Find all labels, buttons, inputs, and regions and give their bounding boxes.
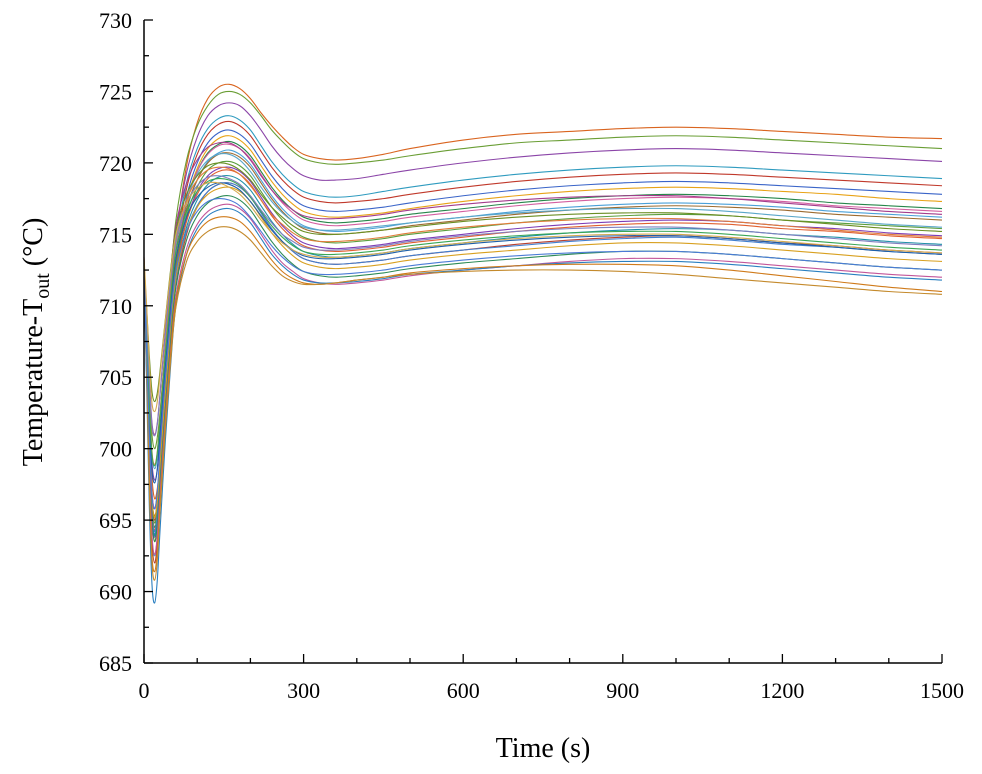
tick-labels: 0 300 600 900 1200 1500 685 690 695 700 705 710 715 7… — [99, 8, 964, 703]
y-axis-title-main: Temperature-T — [18, 299, 49, 467]
y-axis-title-unit: (°C) — [18, 218, 49, 274]
series-layer — [143, 83, 943, 604]
y-tick-label: 685 — [99, 651, 132, 676]
series-line-21 — [143, 207, 943, 604]
series-line-30 — [143, 175, 943, 437]
series-line-16 — [143, 182, 943, 564]
y-tick-label: 695 — [99, 508, 132, 533]
series-line-31 — [143, 181, 943, 413]
y-tick-label: 690 — [99, 580, 132, 605]
y-tick-label: 720 — [99, 151, 132, 176]
y-axis-title: Temperature-Tout (°C) — [18, 218, 54, 467]
x-tick-label: 0 — [139, 678, 150, 703]
x-tick-label: 600 — [447, 678, 480, 703]
series-line-3 — [143, 102, 943, 481]
series-line-20 — [143, 203, 943, 555]
series-line-7 — [143, 135, 943, 543]
y-tick-label: 700 — [99, 437, 132, 462]
x-axis-title: Time (s) — [496, 733, 591, 764]
x-tick-label: 1200 — [760, 678, 804, 703]
series-line-5 — [143, 120, 943, 521]
x-tick-label: 300 — [287, 678, 320, 703]
series-line-11 — [143, 152, 943, 517]
series-line-1 — [143, 83, 943, 500]
series-line-27 — [143, 182, 943, 484]
y-tick-label: 705 — [99, 365, 132, 390]
y-tick-label: 725 — [99, 79, 132, 104]
series-line-32 — [143, 198, 943, 510]
x-tick-label: 1500 — [920, 678, 964, 703]
x-tick-label: 900 — [606, 678, 639, 703]
series-line-8 — [143, 140, 943, 528]
ticks — [143, 19, 943, 664]
y-tick-label: 710 — [99, 294, 132, 319]
y-tick-label: 730 — [99, 8, 132, 33]
y-axis-title-subscript: out — [32, 273, 54, 299]
y-tick-label: 715 — [99, 222, 132, 247]
series-line-29 — [143, 178, 943, 467]
series-line-23 — [143, 226, 943, 581]
